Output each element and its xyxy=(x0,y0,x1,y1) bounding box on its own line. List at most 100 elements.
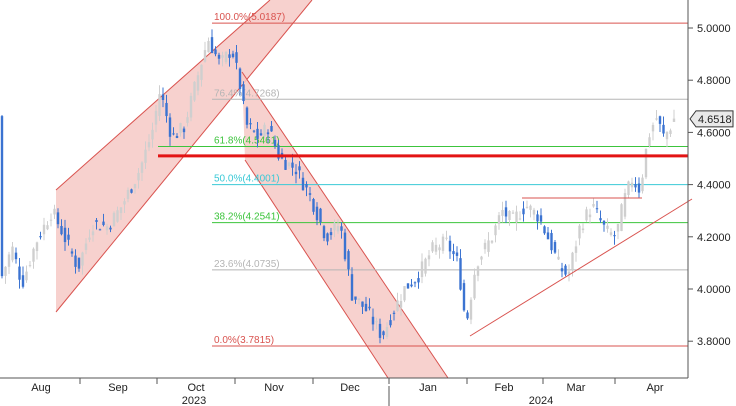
candle-body xyxy=(270,125,273,132)
candle-body xyxy=(581,228,585,231)
candle-body xyxy=(196,75,200,91)
last-price-label: 4.6518 xyxy=(698,114,732,126)
candle-body xyxy=(109,227,112,230)
candle-body xyxy=(445,237,448,239)
candle-body xyxy=(511,212,515,214)
candle-body xyxy=(105,226,109,231)
candle-body xyxy=(595,208,599,210)
candle-body xyxy=(501,210,504,216)
month-label: Dec xyxy=(340,382,360,394)
candle-body xyxy=(102,221,105,226)
candle-body xyxy=(207,41,210,53)
candle-body xyxy=(308,193,312,195)
candle-body xyxy=(420,261,424,278)
candle-body xyxy=(228,54,231,58)
candle-body xyxy=(151,129,154,140)
candle-body xyxy=(518,218,522,220)
candle-body xyxy=(567,271,571,275)
candle-body xyxy=(245,107,249,125)
candle-body xyxy=(410,284,413,287)
candle-body xyxy=(357,298,361,301)
candle-body xyxy=(147,142,151,148)
year-label: 2024 xyxy=(529,395,553,406)
candle-body xyxy=(571,252,574,270)
candle-body xyxy=(214,49,217,55)
fibonacci-levels: 100.0%(5.0187) 76.4%(4.7268) 61.8%(4.5461)… xyxy=(158,12,688,347)
candle-body xyxy=(641,177,644,192)
x-axis: Aug Sep Oct Nov Dec Jan Feb Mar Apr 2023 2024 xyxy=(0,377,688,406)
candle-body xyxy=(672,118,676,122)
candle-body xyxy=(224,51,228,63)
candle-body xyxy=(487,240,490,252)
candle-body xyxy=(161,94,165,100)
candle-body xyxy=(466,312,469,319)
candle-body xyxy=(53,208,56,215)
candle-body xyxy=(175,136,179,138)
candle-body xyxy=(154,110,158,125)
candle-body xyxy=(242,84,245,102)
y-tick-label: 5.0000 xyxy=(697,23,731,35)
candle-body xyxy=(273,139,277,147)
candle-body xyxy=(315,206,319,221)
candle-body xyxy=(312,199,315,212)
candle-body xyxy=(172,133,175,135)
candle-body xyxy=(256,128,259,139)
candle-body xyxy=(319,208,322,223)
candle-body xyxy=(627,181,630,195)
candle-body xyxy=(431,242,434,252)
candle-body xyxy=(7,254,11,267)
candle-body xyxy=(18,266,21,280)
candle-body xyxy=(658,116,662,124)
candle-body xyxy=(462,283,466,311)
candle-body xyxy=(249,123,252,125)
fib-level-label: 0.0%(3.7815) xyxy=(214,335,274,346)
candle-body xyxy=(60,225,63,235)
candle-body xyxy=(574,246,578,253)
y-tick-label: 4.6000 xyxy=(697,127,731,139)
candle-body xyxy=(340,226,343,231)
candle-body xyxy=(186,117,189,123)
month-label: Sep xyxy=(108,382,128,394)
candle-body xyxy=(126,189,130,199)
candle-body xyxy=(137,172,140,181)
candle-body xyxy=(494,225,497,236)
candle-body xyxy=(322,226,326,239)
candle-body xyxy=(266,132,270,135)
candle-body xyxy=(354,296,357,300)
candle-body xyxy=(189,95,193,118)
candle-body xyxy=(35,242,39,252)
candle-body xyxy=(473,274,476,299)
candle-body xyxy=(144,149,147,163)
candle-body xyxy=(655,118,658,120)
candle-body xyxy=(168,117,172,137)
candle-body xyxy=(88,237,91,240)
downtrend-channel-lower xyxy=(244,159,389,379)
candle-body xyxy=(588,214,592,218)
candle-body xyxy=(133,184,137,189)
candle-body xyxy=(389,320,392,326)
trend-lines xyxy=(158,154,693,337)
candle-body xyxy=(259,133,263,136)
candle-body xyxy=(21,275,25,287)
candle-body xyxy=(200,64,203,80)
candle-body xyxy=(350,274,354,301)
candle-body xyxy=(550,233,553,251)
candle-body xyxy=(193,81,196,101)
candle-body xyxy=(399,300,403,308)
candle-body xyxy=(46,225,49,230)
candle-body xyxy=(371,316,375,325)
candle-body xyxy=(56,212,60,225)
candle-body xyxy=(284,159,287,170)
fib-level-label: 23.6%(4.0735) xyxy=(214,259,280,270)
candle-body xyxy=(476,266,480,276)
month-label: Mar xyxy=(567,382,586,394)
candle-body xyxy=(252,130,256,132)
candle-body xyxy=(70,251,74,254)
candle-body xyxy=(483,242,487,250)
candle-body xyxy=(546,232,550,240)
candle-body xyxy=(0,116,4,277)
month-label: Oct xyxy=(187,382,204,394)
candle-body xyxy=(417,278,420,283)
candle-body xyxy=(385,326,389,337)
candle-body xyxy=(277,145,280,159)
